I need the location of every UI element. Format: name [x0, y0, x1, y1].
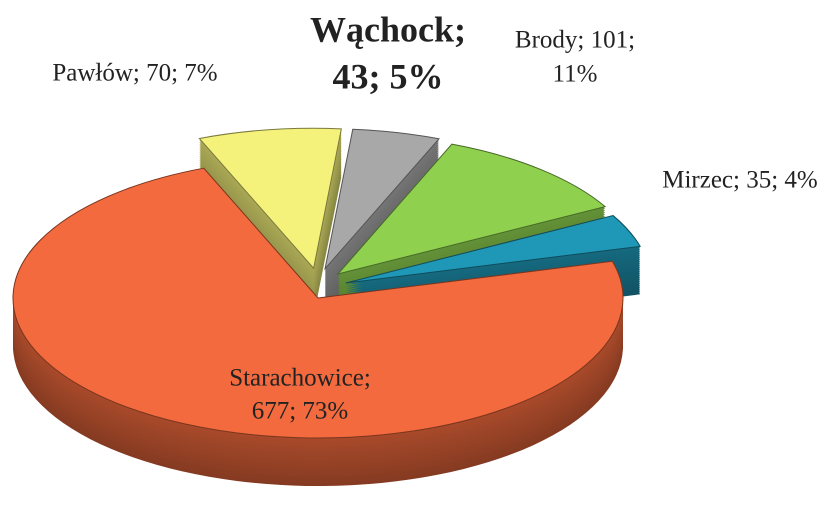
- slice: [198, 127, 342, 270]
- data-label: 11%: [553, 61, 598, 88]
- slice: [324, 128, 440, 271]
- slice: [12, 167, 624, 439]
- data-label: Brody; 101;: [515, 27, 635, 54]
- data-label: Pawłów; 70; 7%: [52, 60, 217, 87]
- data-label: Mirzec; 35; 4%: [662, 167, 818, 194]
- data-label: Wąchock;: [310, 9, 466, 49]
- data-label: 677; 73%: [252, 398, 349, 425]
- data-label: Starachowice;: [229, 365, 371, 392]
- slice: [345, 215, 641, 284]
- slice: [336, 143, 607, 275]
- data-label: 43; 5%: [333, 56, 444, 96]
